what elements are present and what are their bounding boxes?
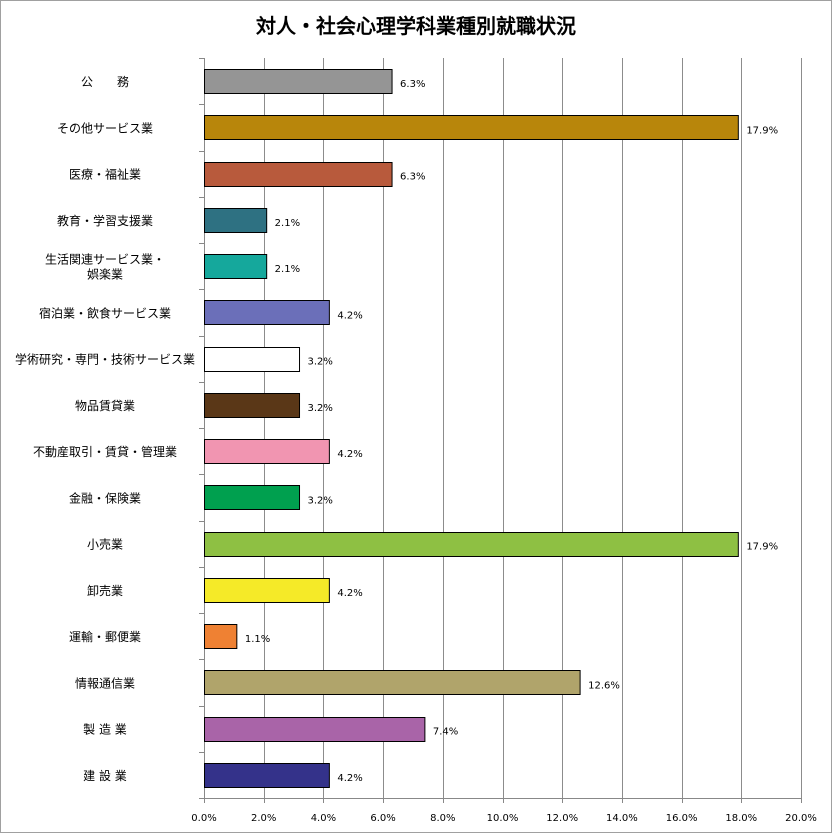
category-label: 学術研究・専門・技術サービス業 [15, 352, 195, 367]
bar [204, 300, 330, 325]
category-label: 運輸・郵便業 [69, 629, 141, 644]
category-label: 教育・学習支援業 [57, 213, 153, 228]
x-tick-label: 0.0% [191, 813, 216, 824]
x-tick-label: 20.0% [785, 813, 817, 824]
data-label: 6.3% [400, 79, 425, 90]
data-label: 4.2% [337, 449, 362, 460]
x-tick-label: 12.0% [546, 813, 578, 824]
x-tick-label: 6.0% [370, 813, 395, 824]
data-label: 2.1% [275, 218, 300, 229]
data-label: 7.4% [433, 727, 458, 738]
bar [204, 763, 330, 788]
data-label: 17.9% [746, 125, 778, 136]
x-tick-label: 18.0% [725, 813, 757, 824]
value-labels: 6.3% 17.9% 6.3% 2.1% 2.1% 4.2% 3.2% 3.2% 4.2% 3.2… [245, 79, 778, 784]
data-label: 17.9% [746, 542, 778, 553]
x-tick-label: 16.0% [666, 813, 698, 824]
x-axis-ticks: 0.0% 2.0% 4.0% 6.0% 8.0% 10.0% 12.0% 14.0% 16.0%… [191, 798, 817, 824]
bar [204, 670, 581, 695]
bars [204, 69, 739, 788]
category-label: 情報通信業 [75, 676, 135, 690]
bar [204, 254, 268, 279]
bar [204, 439, 330, 464]
bar [204, 485, 301, 510]
bar [204, 208, 268, 233]
category-label: 宿泊業・飲食サービス業 [39, 305, 171, 320]
data-label: 2.1% [275, 264, 300, 275]
category-label: 公 務 [81, 75, 129, 89]
category-label: 物品賃貸業 [75, 398, 135, 413]
category-label: 小売業 [87, 537, 123, 552]
bar [204, 624, 238, 649]
data-label: 12.6% [588, 680, 620, 691]
x-tick-label: 2.0% [251, 813, 276, 824]
data-label: 3.2% [308, 357, 333, 368]
data-label: 3.2% [308, 403, 333, 414]
category-label: 生活関連サービス業・娯楽業 [45, 253, 165, 282]
data-label: 4.2% [337, 588, 362, 599]
category-label: 不動産取引・賃貸・管理業 [33, 444, 177, 459]
bar [204, 347, 301, 372]
category-label: 卸売業 [87, 583, 123, 598]
category-label: 金融・保険業 [69, 490, 141, 505]
data-label: 4.2% [337, 310, 362, 321]
category-label: 建 設 業 [83, 768, 127, 783]
category-label: その他サービス業 [57, 121, 153, 135]
chart-title: 対人・社会心理学科業種別就職状況 [256, 14, 576, 38]
bar [204, 717, 426, 742]
data-label: 6.3% [400, 172, 425, 183]
category-label: 医療・福祉業 [69, 167, 141, 182]
data-label: 3.2% [308, 495, 333, 506]
x-tick-label: 10.0% [487, 813, 519, 824]
bar [204, 69, 393, 94]
category-label: 製 造 業 [83, 723, 127, 737]
x-tick-label: 14.0% [606, 813, 638, 824]
x-tick-label: 8.0% [430, 813, 455, 824]
bar [204, 393, 301, 418]
bar [204, 532, 739, 557]
bar [204, 578, 330, 603]
x-tick-label: 4.0% [311, 813, 336, 824]
category-labels: 公 務その他サービス業医療・福祉業教育・学習支援業生活関連サービス業・娯楽業宿泊… [15, 75, 195, 783]
data-label: 4.2% [337, 773, 362, 784]
bar [204, 115, 739, 140]
data-label: 1.1% [245, 634, 270, 645]
bar [204, 162, 393, 187]
